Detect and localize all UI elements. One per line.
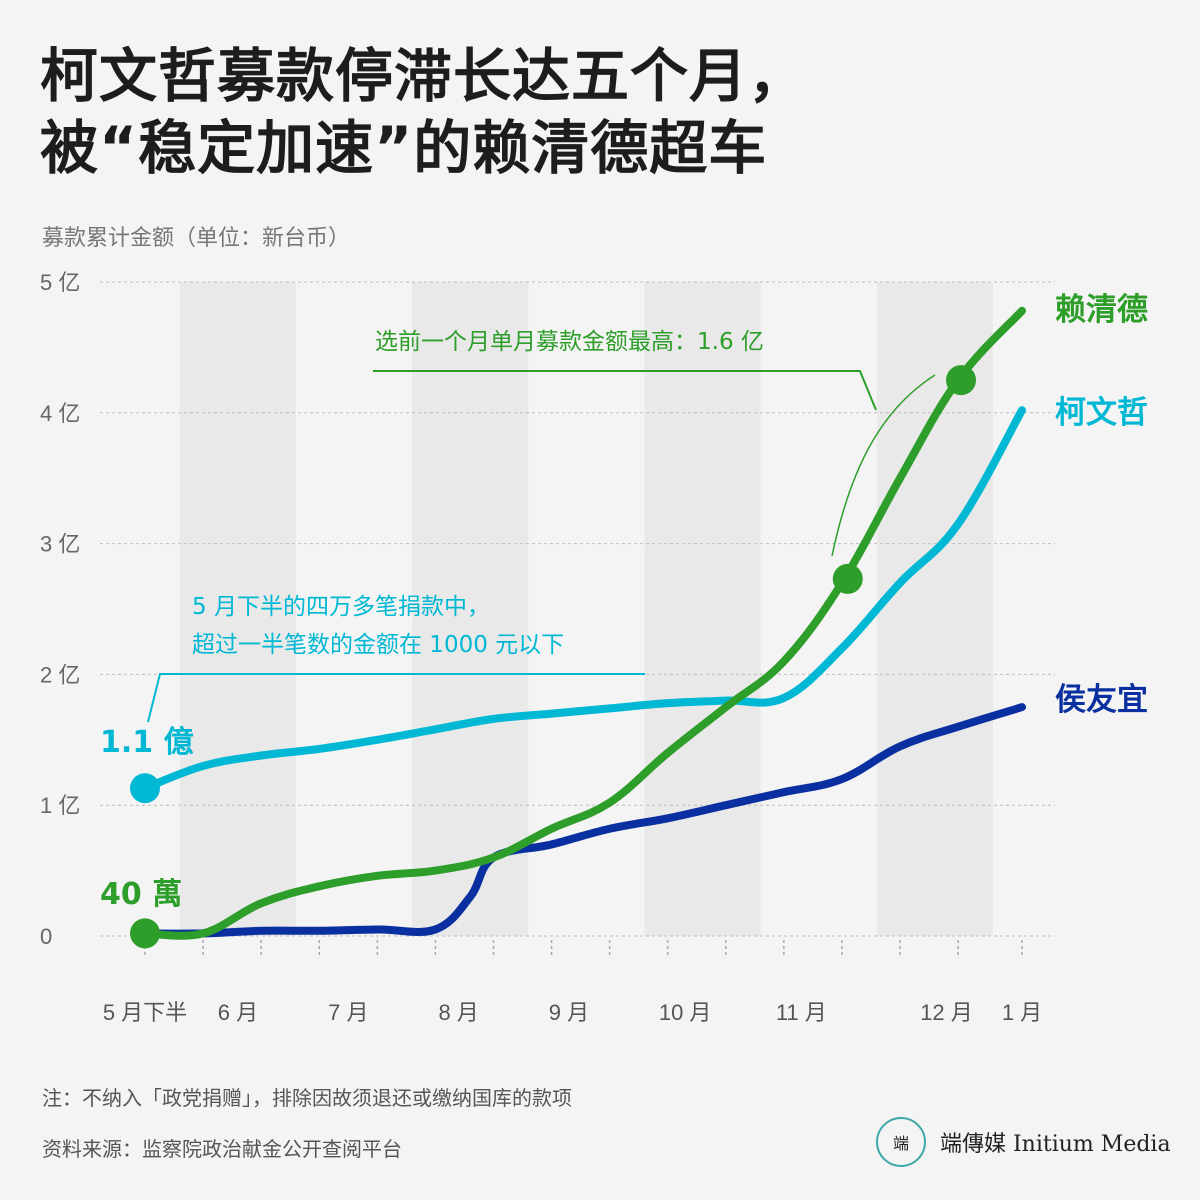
footnote: 注：不纳入「政党捐赠」，排除因故须退还或缴纳国库的款项 — [42, 1086, 572, 1110]
series-line-lai — [141, 306, 1026, 940]
x-tick-label: 5 月下半 — [103, 1000, 187, 1025]
x-tick-label: 12 月 — [920, 1000, 973, 1025]
background-band-1 — [412, 282, 529, 936]
y-tick-label: 0 — [40, 924, 52, 949]
source-note: 资料来源：监察院政治献金公开查阅平台 — [42, 1137, 402, 1161]
chart-subtitle: 募款累计金额（单位：新台币） — [42, 226, 351, 251]
line-chart: 0 1 亿 2 亿 3 亿 4 亿 5 亿 5 月下半 6 月 7 月 8 月 9 月 10 月 11 … — [40, 270, 1148, 1025]
annotation-lai-line-1: 选前一个月单月募款金额最高：1.6 亿 — [375, 329, 764, 355]
page-title: 柯文哲募款停滞长达五个月， 被“稳定加速”的赖清德超车 — [40, 40, 807, 184]
annotation-leader-lai — [373, 370, 877, 411]
y-tick-label: 2 亿 — [40, 662, 80, 687]
point-label-ko: 1.1 億 — [100, 725, 194, 760]
y-tick-label: 1 亿 — [40, 793, 80, 818]
title-line-1: 柯文哲募款停滞长达五个月， — [40, 42, 808, 110]
background-band-2 — [644, 282, 761, 936]
series-line-hou — [141, 703, 1026, 938]
annotation-ko-line-1: 5 月下半的四万多笔捐款中， — [192, 594, 490, 620]
series-label-lai: 赖清德 — [1055, 292, 1148, 328]
background-band-0 — [179, 282, 297, 936]
x-tick-label: 11 月 — [776, 1000, 827, 1025]
marker-lai-0 — [130, 918, 160, 949]
annotation-leader-ko — [147, 673, 645, 723]
series-label-hou: 侯友宜 — [1055, 682, 1148, 718]
y-tick-label: 4 亿 — [40, 401, 80, 426]
x-tick-label: 10 月 — [659, 1000, 712, 1025]
series-line-ko — [141, 406, 1026, 793]
background-band-3 — [876, 282, 993, 936]
logo-mark-icon: 端 — [876, 1117, 926, 1167]
annotation-bracket-lai — [831, 374, 936, 557]
point-label-lai: 40 萬 — [100, 877, 182, 912]
y-tick-label: 3 亿 — [40, 532, 80, 557]
y-tick-label: 5 亿 — [40, 270, 80, 295]
x-tick-label: 6 月 — [218, 1000, 258, 1025]
title-line-2: 被“稳定加速”的赖清德超车 — [40, 114, 768, 182]
marker-lai-2 — [832, 563, 863, 594]
series-label-ko: 柯文哲 — [1055, 395, 1148, 431]
marker-lai-3 — [946, 365, 977, 396]
logo-text: 端傳媒 Initium Media — [940, 1132, 1171, 1157]
brand-logo[interactable]: 端 端傳媒 Initium Media — [876, 1117, 1171, 1167]
x-tick-label: 9 月 — [549, 1000, 589, 1025]
x-tick-label: 1 月 — [1002, 1000, 1042, 1025]
annotation-ko-line-2: 超过一半笔数的金额在 1000 元以下 — [192, 632, 564, 658]
marker-ko-1 — [130, 773, 160, 804]
x-tick-label: 7 月 — [328, 1000, 368, 1025]
x-tick-label: 8 月 — [438, 1000, 478, 1025]
